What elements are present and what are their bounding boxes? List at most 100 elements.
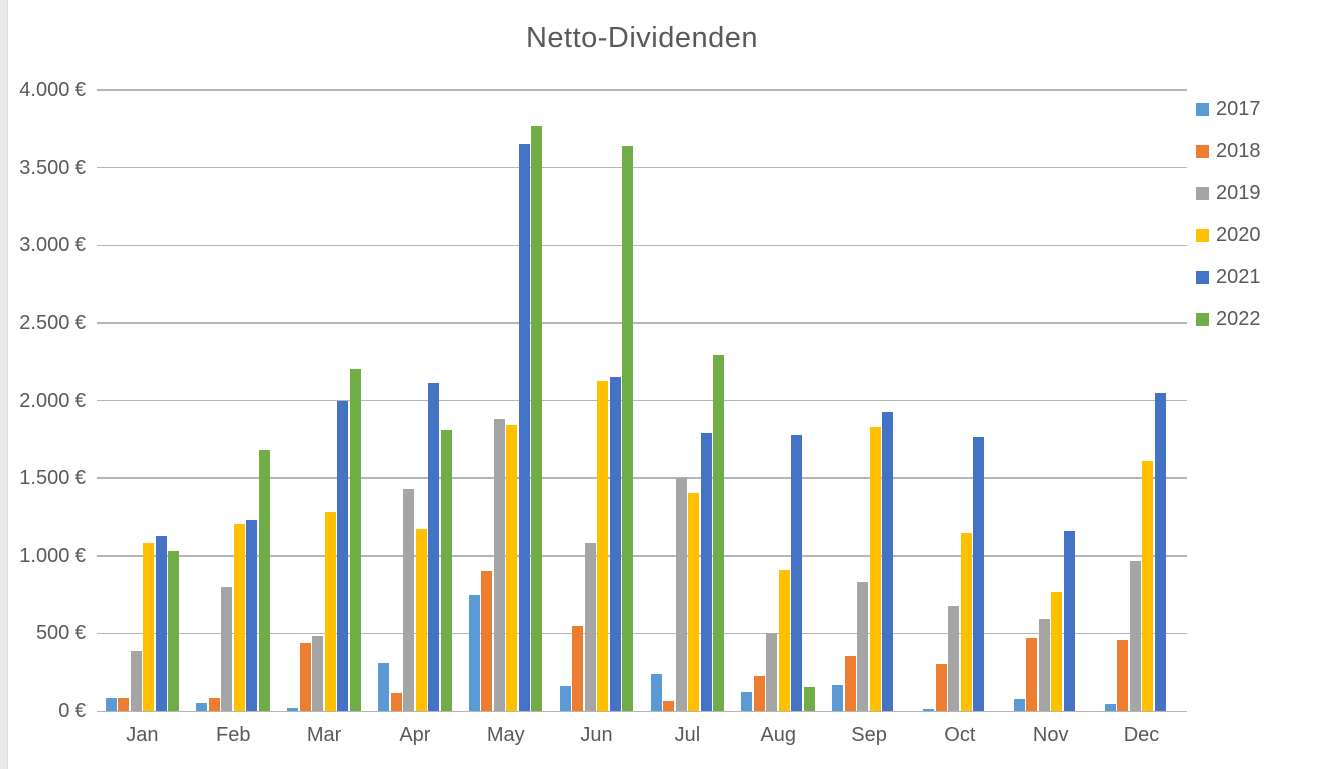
bar-group-dec [1096,90,1187,711]
bar-2021-jun[interactable] [609,377,621,711]
bar-2022-jul[interactable] [713,354,725,711]
bar-2020-jan[interactable] [143,543,155,711]
bar-2019-aug[interactable] [766,633,778,711]
bar-2018-may[interactable] [481,570,493,711]
bar-2018-mar[interactable] [299,642,311,711]
bar-2017-may[interactable] [468,595,480,711]
bar-2021-dec[interactable] [1154,392,1166,711]
bar-2022-apr[interactable] [440,430,452,711]
bar-2022-aug[interactable] [803,686,815,711]
bar-2022-feb[interactable] [258,450,270,711]
x-tick-label-sep: Sep [851,724,887,746]
bar-2018-oct[interactable] [935,663,947,711]
bar-2019-mar[interactable] [312,636,324,711]
bar-2018-feb[interactable] [208,697,220,711]
bar-2020-aug[interactable] [778,569,790,711]
legend-swatch-2019 [1196,186,1209,200]
gridline-3000 [97,244,1187,246]
bar-2018-sep[interactable] [844,655,856,711]
bar-2021-feb[interactable] [246,520,258,711]
gridline-3500 [97,166,1187,169]
bar-2021-may[interactable] [518,144,530,711]
bar-2018-jan[interactable] [118,697,130,711]
bar-2022-mar[interactable] [349,369,361,711]
legend-label-2019: 2019 [1216,181,1261,204]
bar-2019-apr[interactable] [403,489,415,711]
bar-2019-jun[interactable] [584,543,596,711]
bar-group-mar [279,90,370,711]
bar-2021-aug[interactable] [791,434,803,711]
bar-2017-jan[interactable] [105,697,117,711]
bar-2019-dec[interactable] [1129,561,1141,711]
bar-2018-dec[interactable] [1117,639,1129,711]
bar-2021-jul[interactable] [700,433,712,711]
bar-2021-mar[interactable] [337,400,349,711]
legend-swatch-2022 [1196,312,1209,326]
bar-2018-jun[interactable] [572,626,584,711]
legend-swatch-2018 [1196,144,1209,158]
bar-2020-may[interactable] [506,424,518,711]
bar-2020-mar[interactable] [324,512,336,711]
bar-2019-sep[interactable] [857,582,869,711]
x-tick-label-may: May [486,724,525,746]
bar-group-apr [369,90,460,711]
bar-2017-dec[interactable] [1104,704,1116,711]
bar-2019-oct[interactable] [948,606,960,711]
legend-item-2017[interactable]: 2017 [1196,96,1261,122]
bar-2020-dec[interactable] [1142,461,1154,711]
bar-2021-nov[interactable] [1063,530,1075,711]
bar-2019-jan[interactable] [130,651,142,711]
bar-2021-apr[interactable] [428,382,440,711]
legend-item-2018[interactable]: 2018 [1196,138,1261,164]
gridline-1500 [97,477,1187,479]
bar-2021-jan[interactable] [155,535,167,711]
bar-2018-apr[interactable] [390,693,402,711]
bar-2020-feb[interactable] [233,523,245,711]
x-tick-label-jun: Jun [580,724,613,746]
legend-label-2020: 2020 [1216,223,1261,246]
bar-2022-jan[interactable] [168,551,180,711]
bar-2020-nov[interactable] [1051,592,1063,711]
x-tick-label-feb: Feb [216,724,251,746]
x-axis-labels: Jan Feb Mar Apr May Jun Jul Aug Sep Oct Nov Dec [97,724,1187,747]
bar-2019-jul[interactable] [675,478,687,711]
x-tick-label-dec: Dec [1123,724,1160,746]
bar-2022-may[interactable] [531,125,543,711]
chart-title: Netto-Dividenden [525,22,759,54]
bar-2020-oct[interactable] [960,533,972,711]
y-tick-label-4000: 4.000 € [19,79,86,101]
bar-2020-jul[interactable] [688,492,700,711]
bar-2017-nov[interactable] [1013,699,1025,711]
bar-2017-aug[interactable] [741,692,753,711]
plot-area [97,89,1187,712]
bar-group-nov [1005,90,1096,711]
bar-2019-nov[interactable] [1038,619,1050,711]
bar-2019-feb[interactable] [221,586,233,711]
bar-2018-jul[interactable] [663,700,675,711]
x-tick-label-nov: Nov [1032,724,1069,746]
bar-2020-apr[interactable] [415,529,427,711]
bar-2020-jun[interactable] [597,381,609,711]
bar-2021-oct[interactable] [973,436,985,711]
bar-2017-apr[interactable] [378,662,390,711]
y-tick-label-500: 500 € [35,622,86,645]
bar-2017-jun[interactable] [559,686,571,711]
bar-2018-nov[interactable] [1026,638,1038,711]
bar-2021-sep[interactable] [882,412,894,711]
legend-item-2022[interactable]: 2022 [1196,306,1261,332]
bar-2017-feb[interactable] [196,703,208,711]
legend-item-2020[interactable]: 2020 [1196,222,1261,248]
legend: 2017 2018 2019 2020 2021 2022 [1196,96,1261,348]
bar-2017-oct[interactable] [923,708,935,711]
bar-2019-may[interactable] [493,419,505,711]
bar-2022-jun[interactable] [622,145,634,711]
bar-2020-sep[interactable] [869,426,881,711]
legend-item-2021[interactable]: 2021 [1196,264,1261,290]
bar-2017-mar[interactable] [287,707,299,711]
gridline-4000 [97,89,1187,91]
legend-label-2017: 2017 [1216,97,1261,120]
bar-2018-aug[interactable] [753,676,765,711]
bar-2017-jul[interactable] [650,673,662,711]
bar-2017-sep[interactable] [832,685,844,711]
legend-item-2019[interactable]: 2019 [1196,180,1261,206]
